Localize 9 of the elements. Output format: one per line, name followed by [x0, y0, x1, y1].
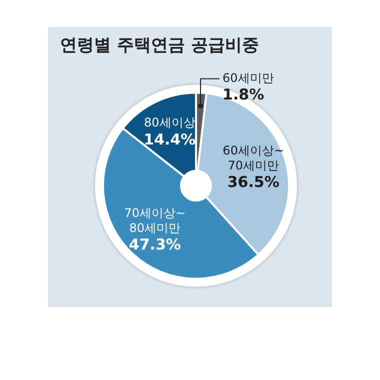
slice-label: 70세이상~80세미만	[124, 206, 186, 235]
slice-label: 60세미만	[222, 70, 274, 85]
data-label: 36.5%	[227, 173, 280, 192]
data-label: 47.3%	[128, 236, 181, 254]
slice-label: 80세이상	[144, 116, 196, 130]
data-label: 1.8%	[222, 86, 264, 104]
chart-title: 연령별 주택연금 공급비중	[60, 36, 259, 56]
data-label: 14.4%	[144, 130, 196, 148]
slice-label: 60세이상~70세미만	[222, 143, 284, 172]
